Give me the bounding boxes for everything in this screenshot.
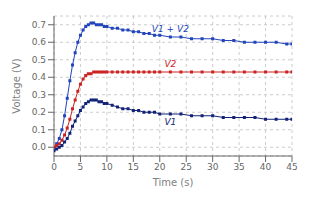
svg-text:25: 25 bbox=[180, 162, 191, 172]
svg-text:0.2: 0.2 bbox=[32, 107, 46, 117]
svg-text:V2: V2 bbox=[164, 59, 176, 69]
svg-text:30: 30 bbox=[207, 162, 219, 172]
svg-text:0.4: 0.4 bbox=[32, 72, 47, 82]
svg-text:35: 35 bbox=[233, 162, 244, 172]
svg-text:5: 5 bbox=[78, 162, 84, 172]
svg-text:Time (s): Time (s) bbox=[152, 177, 194, 188]
svg-text:0.0: 0.0 bbox=[32, 142, 47, 152]
svg-text:0.1: 0.1 bbox=[32, 125, 46, 135]
svg-text:15: 15 bbox=[128, 162, 139, 172]
svg-text:0.3: 0.3 bbox=[32, 90, 46, 100]
svg-text:10: 10 bbox=[101, 162, 113, 172]
svg-text:45: 45 bbox=[286, 162, 297, 172]
svg-text:0.5: 0.5 bbox=[32, 55, 46, 65]
svg-text:20: 20 bbox=[154, 162, 166, 172]
svg-text:0: 0 bbox=[51, 162, 57, 172]
svg-text:0.7: 0.7 bbox=[32, 20, 46, 30]
svg-text:Voltage (V): Voltage (V) bbox=[11, 58, 22, 113]
svg-text:40: 40 bbox=[260, 162, 272, 172]
svg-text:V1: V1 bbox=[164, 117, 176, 127]
svg-text:0.6: 0.6 bbox=[32, 37, 47, 47]
svg-text:V1 + V2: V1 + V2 bbox=[152, 24, 189, 34]
